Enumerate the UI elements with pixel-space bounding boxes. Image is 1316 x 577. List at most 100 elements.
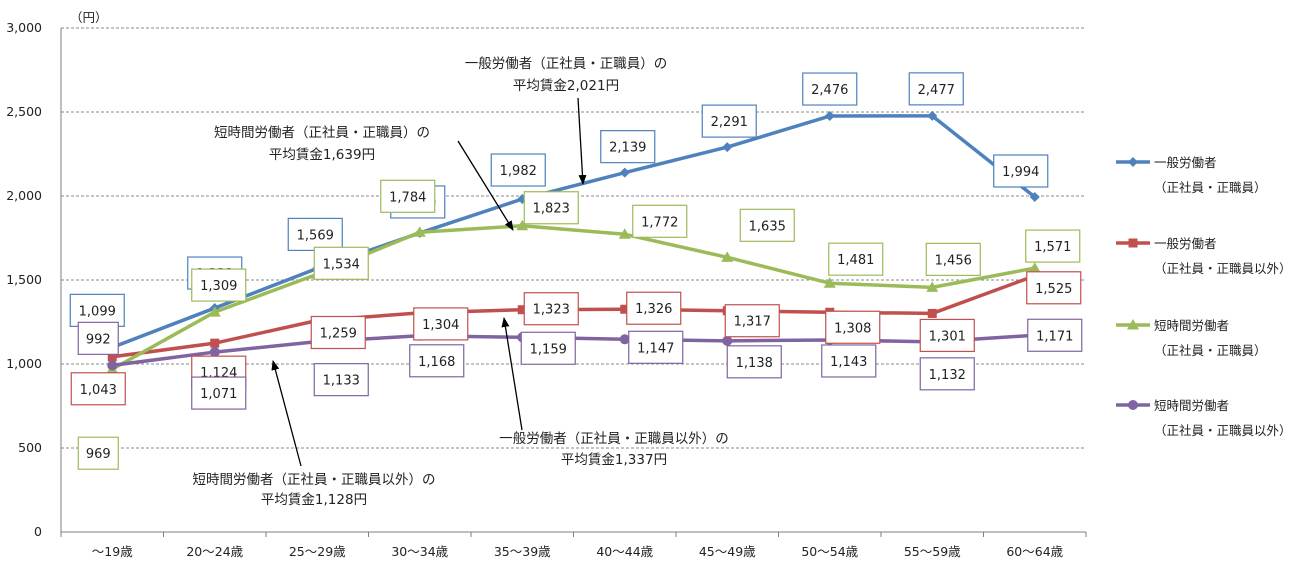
data-label-text: 1,304 [422, 318, 459, 333]
data-label: 992 [77, 321, 119, 355]
data-label-box [287, 217, 343, 252]
data-label-box [191, 376, 247, 410]
data-label-text: 1,159 [530, 342, 567, 357]
data-label-text: 1,481 [837, 253, 874, 268]
data-label-box [413, 307, 469, 341]
data-point [722, 142, 733, 153]
data-label: 1,301 [919, 318, 975, 353]
data-point [516, 219, 529, 231]
data-label-box [520, 331, 576, 365]
data-label-text: 1,133 [323, 374, 360, 389]
x-tick-label: 45～49歳 [699, 544, 756, 559]
annotation-line1: 短時間労働者（正社員・正職員）の [214, 125, 430, 141]
data-label-text: 1,982 [500, 164, 537, 179]
data-label-box [313, 363, 369, 397]
data-label-text: 2,477 [918, 83, 955, 98]
annotation-line1: 一般労働者（正社員・正職員以外）の [499, 431, 729, 447]
data-label-text: 1,301 [929, 329, 966, 344]
annotation-line2: 平均賃金1,639円 [269, 147, 375, 163]
data-point [209, 347, 220, 358]
data-label: 1,143 [821, 344, 877, 378]
data-label-box [69, 293, 125, 327]
data-point [619, 334, 630, 345]
x-tick-label: 50～54歳 [801, 544, 858, 559]
data-label-text: 1,138 [736, 356, 773, 371]
data-label-box [726, 345, 782, 379]
series-line [111, 223, 1036, 371]
data-label: 1,823 [523, 191, 579, 225]
series-parttime-fulltime [106, 219, 1041, 374]
data-label-box [919, 318, 975, 353]
legend-label-line2: （正社員・正職員） [1154, 343, 1267, 358]
data-label: 1,456 [925, 242, 981, 276]
data-point [927, 110, 938, 121]
data-label: 1,133 [313, 363, 369, 397]
data-label: 1,571 [1025, 229, 1081, 263]
legend-item: 短時間労働者 （正社員・正職員以外） [1116, 398, 1292, 438]
data-label: 1,308 [825, 310, 881, 344]
data-label-text: 2,291 [711, 115, 748, 130]
data-label: 1,259 [310, 315, 366, 350]
data-label-text: 1,772 [641, 215, 678, 230]
data-label-box [828, 242, 884, 276]
data-label-text: 1,147 [637, 341, 674, 356]
data-label: 2,139 [600, 130, 656, 164]
data-label-text: 1,994 [1002, 165, 1039, 180]
data-label: 1,138 [726, 345, 782, 379]
data-label-box [310, 315, 366, 350]
data-label-box [380, 179, 436, 213]
annotation-line2: 平均賃金1,128円 [261, 492, 367, 508]
data-label: 1,309 [191, 268, 247, 302]
data-label: 1,994 [993, 154, 1049, 188]
data-label: 1,569 [287, 217, 343, 252]
y-tick-label: 500 [18, 440, 42, 455]
y-tick-label: 1,500 [6, 272, 42, 287]
data-point [1028, 262, 1041, 273]
data-point [618, 228, 631, 239]
legend-item: 一般労働者 （正社員・正職員） [1116, 155, 1267, 195]
data-label-text: 1,784 [389, 190, 426, 205]
data-label-box [313, 246, 369, 280]
data-label-box [600, 130, 656, 164]
data-label: 1,772 [632, 204, 688, 238]
data-label-box [70, 372, 126, 406]
data-label-text: 1,308 [834, 321, 871, 336]
data-label: 1,304 [413, 307, 469, 341]
y-tick-label: 1,000 [6, 356, 42, 371]
data-point [824, 111, 835, 122]
x-tick-label: 35～39歳 [494, 544, 551, 559]
data-label: 1,317 [724, 304, 780, 338]
data-label-text: 1,534 [323, 257, 360, 272]
y-tick-label: 2,500 [6, 104, 42, 119]
annotation-line1: 短時間労働者（正社員・正職員以外）の [193, 472, 436, 488]
data-label: 1,635 [739, 208, 795, 242]
data-point [413, 226, 426, 237]
data-label: 1,326 [626, 291, 682, 325]
data-label: 2,476 [802, 72, 858, 106]
data-label: 1,481 [828, 242, 884, 276]
legend-label-line1: 短時間労働者 [1154, 318, 1229, 333]
data-label-box [925, 242, 981, 276]
data-label: 969 [77, 436, 119, 470]
x-tick-label: 60～64歳 [1006, 544, 1063, 559]
legend-marker [1128, 157, 1138, 167]
data-label: 1,784 [380, 179, 436, 213]
annotation-line2: 平均賃金2,021円 [513, 78, 619, 94]
y-unit-label: （円） [70, 10, 108, 25]
data-label-text: 1,309 [200, 279, 237, 294]
data-label-text: 969 [86, 447, 111, 462]
data-label-box [632, 204, 688, 238]
x-tick-label: 30～34歳 [391, 544, 448, 559]
data-label-box [724, 304, 780, 338]
data-point [210, 338, 220, 348]
data-label: 1,534 [313, 246, 369, 280]
data-point [722, 335, 733, 346]
data-point [927, 308, 937, 318]
data-label: 1,982 [490, 153, 546, 187]
data-label-box [993, 154, 1049, 188]
data-label-box [802, 72, 858, 106]
data-label-box [490, 153, 546, 187]
